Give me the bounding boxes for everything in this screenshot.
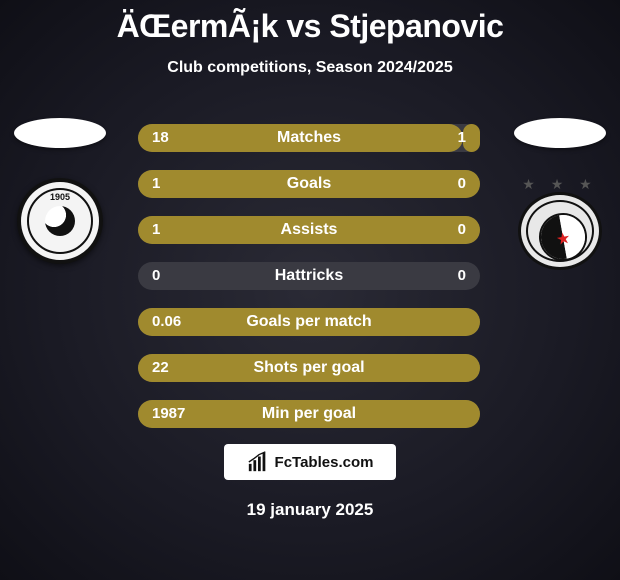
crest-partizan-icon: ★ ★ ★ ★ [514, 178, 606, 270]
flag-right-icon [514, 118, 606, 148]
club-left: 1905 [0, 118, 120, 264]
stat-label: Shots per goal [138, 354, 480, 382]
stat-row: 22Shots per goal [138, 354, 480, 382]
stat-label: Min per goal [138, 400, 480, 428]
chart-icon [247, 451, 269, 473]
stat-row: 18Matches1 [138, 124, 480, 152]
page-title: ÄŒermÃ¡k vs Stjepanovic [0, 0, 620, 45]
flag-left-icon [14, 118, 106, 148]
stat-row: 1Goals0 [138, 170, 480, 198]
stat-label: Goals per match [138, 308, 480, 336]
stat-right-value: 0 [458, 262, 466, 290]
stat-label: Matches [138, 124, 480, 152]
date-label: 19 january 2025 [0, 500, 620, 520]
brand-badge[interactable]: FcTables.com [224, 444, 396, 480]
page-subtitle: Club competitions, Season 2024/2025 [0, 59, 620, 77]
stats-list: 18Matches11Goals01Assists00Hattricks00.0… [138, 124, 480, 446]
stat-right-value: 1 [458, 124, 466, 152]
stat-label: Assists [138, 216, 480, 244]
stat-label: Goals [138, 170, 480, 198]
crest-dynamo-icon: 1905 [17, 178, 103, 264]
soccer-ball-icon [45, 206, 75, 236]
brand-label: FcTables.com [275, 454, 374, 471]
stat-label: Hattricks [138, 262, 480, 290]
stat-row: 1Assists0 [138, 216, 480, 244]
club-right: ★ ★ ★ ★ [500, 118, 620, 270]
stat-right-value: 0 [458, 170, 466, 198]
stat-row: 1987Min per goal [138, 400, 480, 428]
stat-row: 0Hattricks0 [138, 262, 480, 290]
crest-year: 1905 [21, 192, 99, 202]
stars-icon: ★ ★ ★ [514, 176, 606, 193]
stat-right-value: 0 [458, 216, 466, 244]
stat-row: 0.06Goals per match [138, 308, 480, 336]
